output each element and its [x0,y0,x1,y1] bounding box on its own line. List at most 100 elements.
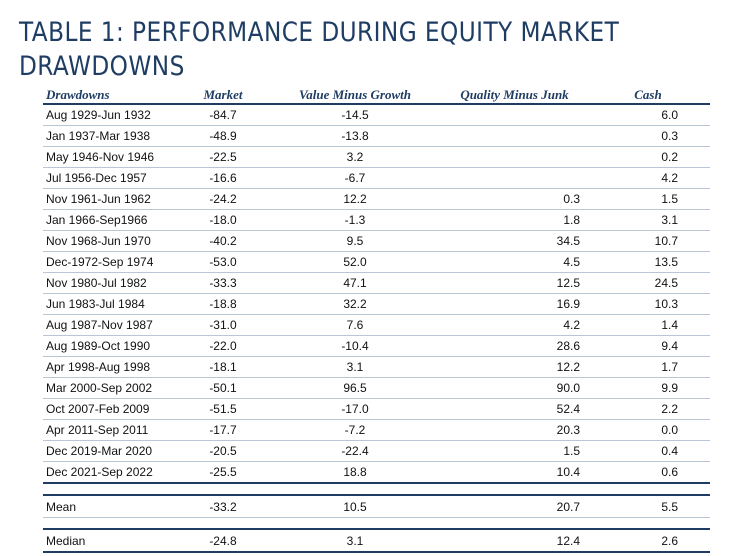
table-row: Dec-1972-Sep 1974 -53.0 52.0 4.5 13.5 [43,251,710,273]
cash-cell: 0.4 [586,440,710,462]
drawdown-period-cell: Mean [43,495,179,518]
drawdown-period-cell: Nov 1968-Jun 1970 [43,230,179,252]
header-drawdowns: Drawdowns [43,86,179,105]
market-cell: -24.8 [179,529,267,553]
cash-cell: 0.0 [586,419,710,441]
value-minus-growth-cell: -1.3 [267,209,443,231]
mean-row: Mean -33.2 10.5 20.7 5.5 [43,495,710,518]
quality-minus-junk-cell: 90.0 [443,377,586,399]
value-minus-growth-cell: 9.5 [267,230,443,252]
quality-minus-junk-cell: 28.6 [443,335,586,357]
table-row: Dec 2019-Mar 2020 -20.5 -22.4 1.5 0.4 [43,440,710,462]
cash-cell: 10.7 [586,230,710,252]
cash-cell: 5.5 [586,495,710,518]
market-cell: -40.2 [179,230,267,252]
market-cell: -48.9 [179,125,267,147]
quality-minus-junk-cell: 20.7 [443,495,586,518]
cash-cell: 6.0 [586,104,710,126]
quality-minus-junk-cell: 12.5 [443,272,586,294]
drawdown-period-cell: Aug 1989-Oct 1990 [43,335,179,357]
cash-cell: 0.2 [586,146,710,168]
table-row: Apr 2011-Sep 2011 -17.7 -7.2 20.3 0.0 [43,419,710,441]
cash-cell: 0.6 [586,461,710,484]
value-minus-growth-cell: -17.0 [267,398,443,420]
market-cell: -20.5 [179,440,267,462]
market-cell: -50.1 [179,377,267,399]
value-minus-growth-cell: -10.4 [267,335,443,357]
table-row: Nov 1961-Jun 1962 -24.2 12.2 0.3 1.5 [43,188,710,210]
cash-cell: 0.3 [586,125,710,147]
quality-minus-junk-cell: 12.2 [443,356,586,378]
drawdown-period-cell: Dec 2021-Sep 2022 [43,461,179,484]
header-value-minus-growth: Value Minus Growth [267,86,443,105]
quality-minus-junk-cell [443,125,586,147]
table-row: Nov 1980-Jul 1982 -33.3 47.1 12.5 24.5 [43,272,710,294]
drawdown-period-cell: Nov 1980-Jul 1982 [43,272,179,294]
table-row: Jun 1983-Jul 1984 -18.8 32.2 16.9 10.3 [43,293,710,315]
value-minus-growth-cell: 96.5 [267,377,443,399]
drawdown-period-cell: Median [43,529,179,553]
cash-cell: 9.9 [586,377,710,399]
drawdown-period-cell: Aug 1929-Jun 1932 [43,104,179,126]
drawdown-period-cell: May 1946-Nov 1946 [43,146,179,168]
cash-cell: 10.3 [586,293,710,315]
drawdown-period-cell: Jul 1956-Dec 1957 [43,167,179,189]
value-minus-growth-cell: 47.1 [267,272,443,294]
drawdown-period-cell: Jan 1966-Sep1966 [43,209,179,231]
value-minus-growth-cell: 7.6 [267,314,443,336]
cash-cell: 4.2 [586,167,710,189]
market-cell: -31.0 [179,314,267,336]
value-minus-growth-cell: -14.5 [267,104,443,126]
quality-minus-junk-cell: 1.5 [443,440,586,462]
drawdown-period-cell: Apr 2011-Sep 2011 [43,419,179,441]
quality-minus-junk-cell: 0.3 [443,188,586,210]
table-row: Jan 1937-Mar 1938 -48.9 -13.8 0.3 [43,125,710,147]
drawdown-period-cell: Dec 2019-Mar 2020 [43,440,179,462]
quality-minus-junk-cell: 34.5 [443,230,586,252]
cash-cell: 1.5 [586,188,710,210]
table-row: Mar 2000-Sep 2002 -50.1 96.5 90.0 9.9 [43,377,710,399]
market-cell: -33.2 [179,495,267,518]
drawdowns-table: Drawdowns Market Value Minus Growth Qual… [43,86,710,553]
header-market: Market [179,86,267,105]
drawdown-period-cell: Jan 1937-Mar 1938 [43,125,179,147]
table-row: Dec 2021-Sep 2022 -25.5 18.8 10.4 0.6 [43,461,710,484]
value-minus-growth-cell: 32.2 [267,293,443,315]
value-minus-growth-cell: 52.0 [267,251,443,273]
header-cash: Cash [586,86,710,105]
value-minus-growth-cell: -7.2 [267,419,443,441]
drawdown-period-cell: Dec-1972-Sep 1974 [43,251,179,273]
divider-cell [43,483,710,496]
drawdown-period-cell: Aug 1987-Nov 1987 [43,314,179,336]
market-cell: -18.8 [179,293,267,315]
quality-minus-junk-cell: 12.4 [443,529,586,553]
table-row: Aug 1989-Oct 1990 -22.0 -10.4 28.6 9.4 [43,335,710,357]
table-row: Jul 1956-Dec 1957 -16.6 -6.7 4.2 [43,167,710,189]
value-minus-growth-cell: 3.1 [267,356,443,378]
value-minus-growth-cell: 3.1 [267,529,443,553]
cash-cell: 9.4 [586,335,710,357]
page-title: TABLE 1: PERFORMANCE DURING EQUITY MARKE… [19,17,620,82]
quality-minus-junk-cell [443,167,586,189]
value-minus-growth-cell: 18.8 [267,461,443,484]
drawdown-period-cell: Apr 1998-Aug 1998 [43,356,179,378]
header-quality-minus-junk: Quality Minus Junk [443,86,586,105]
summary-divider [43,517,710,530]
value-minus-growth-cell: -13.8 [267,125,443,147]
table-row: Apr 1998-Aug 1998 -18.1 3.1 12.2 1.7 [43,356,710,378]
quality-minus-junk-cell: 1.8 [443,209,586,231]
market-cell: -22.5 [179,146,267,168]
quality-minus-junk-cell [443,146,586,168]
cash-cell: 2.6 [586,529,710,553]
quality-minus-junk-cell: 20.3 [443,419,586,441]
market-cell: -18.1 [179,356,267,378]
cash-cell: 13.5 [586,251,710,273]
table-header-row: Drawdowns Market Value Minus Growth Qual… [43,86,710,105]
quality-minus-junk-cell: 4.5 [443,251,586,273]
market-cell: -16.6 [179,167,267,189]
value-minus-growth-cell: 3.2 [267,146,443,168]
quality-minus-junk-cell: 10.4 [443,461,586,484]
median-row: Median -24.8 3.1 12.4 2.6 [43,529,710,553]
table-body: Aug 1929-Jun 1932 -84.7 -14.5 6.0 Jan 1937-M… [43,104,710,553]
market-cell: -18.0 [179,209,267,231]
